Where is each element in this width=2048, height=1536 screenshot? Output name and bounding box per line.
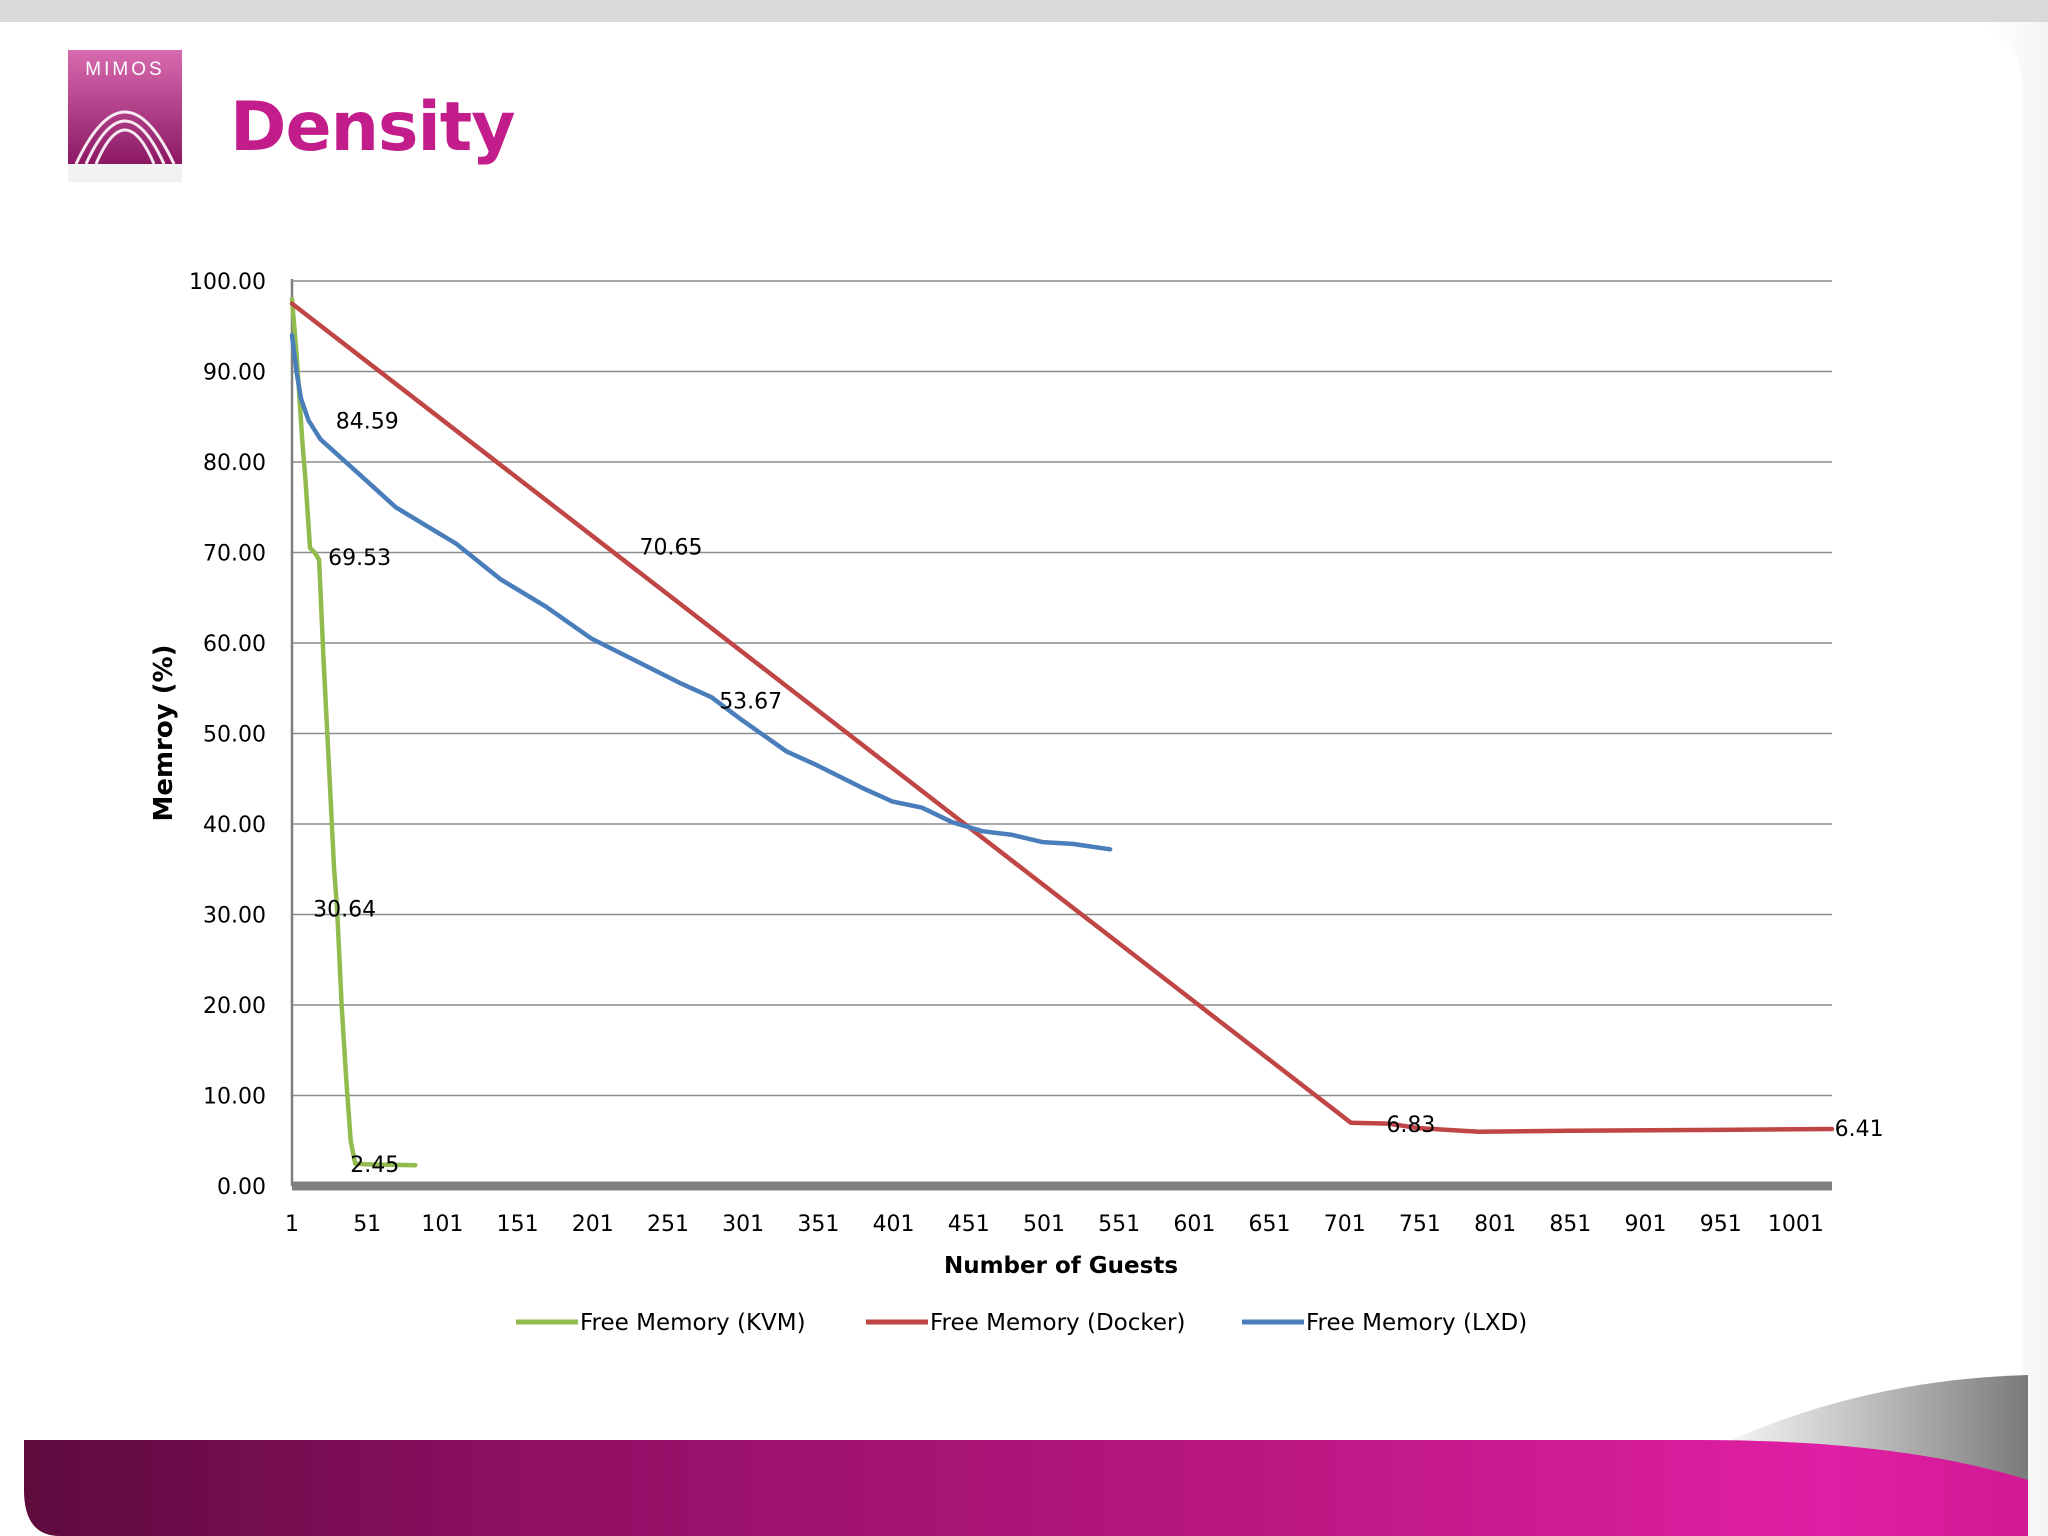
x-tick-label: 1 xyxy=(285,1212,299,1237)
x-tick-label: 751 xyxy=(1399,1212,1441,1237)
legend-label-kvm: Free Memory (KVM) xyxy=(580,1310,806,1336)
x-tick-label: 51 xyxy=(353,1212,381,1237)
y-tick-label: 10.00 xyxy=(203,1085,266,1110)
chart-tick-labels: 0.00 10.00 20.00 30.00 40.00 50.00 60.00 70.00 8… xyxy=(189,270,1824,1237)
y-tick-label: 20.00 xyxy=(203,994,266,1019)
data-label: 69.53 xyxy=(328,546,391,571)
data-label: 53.67 xyxy=(719,689,782,714)
data-label: 6.41 xyxy=(1835,1117,1884,1142)
y-tick-label: 100.00 xyxy=(189,270,266,295)
x-tick-label: 501 xyxy=(1023,1212,1065,1237)
data-label: 2.45 xyxy=(350,1153,399,1178)
x-tick-label: 251 xyxy=(647,1212,689,1237)
y-axis-title: Memroy (%) xyxy=(149,644,179,821)
mimos-logo: MIMOS xyxy=(68,50,182,182)
x-tick-label: 701 xyxy=(1324,1212,1366,1237)
legend-label-docker: Free Memory (Docker) xyxy=(930,1310,1185,1336)
series-line-lxd xyxy=(289,333,1113,852)
legend-label-lxd: Free Memory (LXD) xyxy=(1306,1310,1527,1336)
x-tick-label: 851 xyxy=(1549,1212,1591,1237)
chart-data-labels: 84.59 69.53 30.64 2.45 70.65 53.67 6.83 6.41 xyxy=(313,409,1883,1177)
y-tick-label: 80.00 xyxy=(203,451,266,476)
x-tick-label: 151 xyxy=(497,1212,539,1237)
data-label: 70.65 xyxy=(639,536,702,561)
x-tick-label: 801 xyxy=(1474,1212,1516,1237)
data-label: 6.83 xyxy=(1386,1113,1435,1138)
y-tick-label: 50.00 xyxy=(203,723,266,748)
footer-band xyxy=(24,1375,2028,1536)
x-tick-label: 201 xyxy=(572,1212,614,1237)
series-line-docker xyxy=(289,301,1835,1134)
x-tick-label: 401 xyxy=(873,1212,915,1237)
page-title: Density xyxy=(230,88,516,167)
slide-card xyxy=(0,22,2022,1536)
chart-legend: Free Memory (KVM) Free Memory (Docker) Fre… xyxy=(516,1310,1527,1336)
x-tick-label: 1001 xyxy=(1768,1212,1824,1237)
data-label: 84.59 xyxy=(336,409,399,434)
x-tick-label: 101 xyxy=(421,1212,463,1237)
series-line-kvm xyxy=(289,296,418,1168)
data-label: 30.64 xyxy=(313,898,376,923)
y-tick-label: 40.00 xyxy=(203,813,266,838)
x-tick-label: 451 xyxy=(948,1212,990,1237)
x-axis-title: Number of Guests xyxy=(944,1253,1178,1279)
slide-background xyxy=(0,22,2048,1536)
y-tick-label: 70.00 xyxy=(203,542,266,567)
chart-gridlines xyxy=(292,280,1832,1097)
x-tick-label: 301 xyxy=(722,1212,764,1237)
y-tick-label: 0.00 xyxy=(217,1175,266,1200)
chart-series xyxy=(289,296,1835,1168)
logo-text: MIMOS xyxy=(85,59,164,80)
y-tick-label: 90.00 xyxy=(203,361,266,386)
x-tick-label: 651 xyxy=(1249,1212,1291,1237)
y-tick-label: 30.00 xyxy=(203,904,266,929)
x-tick-label: 901 xyxy=(1625,1212,1667,1237)
x-tick-label: 951 xyxy=(1700,1212,1742,1237)
x-tick-label: 551 xyxy=(1098,1212,1140,1237)
y-tick-label: 60.00 xyxy=(203,632,266,657)
x-tick-label: 601 xyxy=(1173,1212,1215,1237)
x-tick-label: 351 xyxy=(797,1212,839,1237)
chart-axes xyxy=(290,279,1832,1191)
